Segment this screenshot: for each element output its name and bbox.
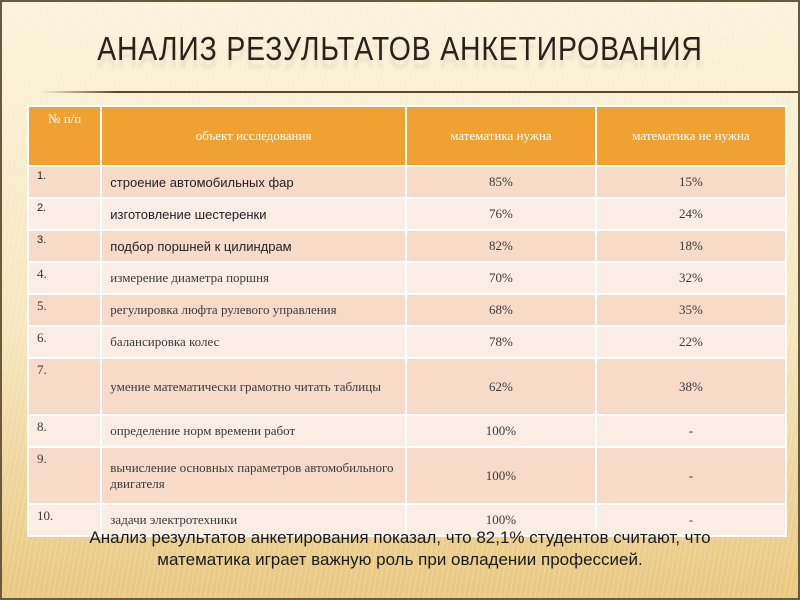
table-row: 9. вычисление основных параметров автомоб…: [26, 446, 788, 505]
row-number: 9.: [26, 446, 103, 505]
row-number: 2.: [26, 197, 103, 231]
row-number: 3.: [26, 229, 103, 263]
row-object: измерение диаметра поршня: [100, 261, 407, 295]
row-not-needed: 24%: [594, 197, 788, 231]
table-row: 4. измерение диаметра поршня 70% 32%: [26, 261, 788, 295]
row-not-needed: 22%: [594, 325, 788, 359]
row-object: определение норм времени работ: [100, 414, 407, 448]
row-not-needed: -: [594, 446, 788, 505]
row-object: умение математически грамотно читать таб…: [100, 357, 407, 416]
survey-results-table: № п/п объект исследования математика нуж…: [26, 105, 788, 537]
row-number: 8.: [26, 414, 103, 448]
row-not-needed: 18%: [594, 229, 788, 263]
row-needed: 85%: [404, 165, 597, 199]
table-row: 8. определение норм времени работ 100% -: [26, 414, 788, 448]
row-needed: 82%: [404, 229, 597, 263]
row-number: 10.: [26, 503, 103, 537]
row-object: изготовление шестеренки: [100, 197, 407, 231]
row-needed: 76%: [404, 197, 597, 231]
table-header-row: № п/п объект исследования математика нуж…: [26, 105, 788, 167]
table-row: 10. задачи электротехники 100% -: [26, 503, 788, 537]
table-row: 7. умение математически грамотно читать т…: [26, 357, 788, 416]
row-object: балансировка колес: [100, 325, 407, 359]
row-not-needed: 35%: [594, 293, 788, 327]
row-object: регулировка люфта рулевого управления: [100, 293, 407, 327]
row-object: строение автомобильных фар: [100, 165, 407, 199]
row-needed: 68%: [404, 293, 597, 327]
row-needed: 100%: [404, 446, 597, 505]
table-row: 6. балансировка колес 78% 22%: [26, 325, 788, 359]
row-object: задачи электротехники: [100, 503, 407, 537]
row-not-needed: -: [594, 414, 788, 448]
row-needed: 100%: [404, 503, 597, 537]
row-object: подбор поршней к цилиндрам: [100, 229, 407, 263]
header-object: объект исследования: [100, 105, 407, 167]
row-number: 5.: [26, 293, 103, 327]
table-row: 1. строение автомобильных фар 85% 15%: [26, 165, 788, 199]
table-row: 5. регулировка люфта рулевого управления 6…: [26, 293, 788, 327]
header-number: № п/п: [26, 105, 103, 167]
row-needed: 70%: [404, 261, 597, 295]
row-not-needed: -: [594, 503, 788, 537]
row-number: 7.: [26, 357, 103, 416]
row-needed: 100%: [404, 414, 597, 448]
row-needed: 62%: [404, 357, 597, 416]
row-number: 4.: [26, 261, 103, 295]
row-not-needed: 38%: [594, 357, 788, 416]
row-number: 1.: [26, 165, 103, 199]
row-number: 6.: [26, 325, 103, 359]
row-not-needed: 32%: [594, 261, 788, 295]
summary-text: Анализ результатов анкетирования показал…: [89, 528, 711, 569]
table-row: 2. изготовление шестеренки 76% 24%: [26, 197, 788, 231]
row-needed: 78%: [404, 325, 597, 359]
slide-title: АНАЛИЗ РЕЗУЛЬТАТОВ АНКЕТИРОВАНИЯ: [97, 30, 703, 67]
row-not-needed: 15%: [594, 165, 788, 199]
table-row: 3. подбор поршней к цилиндрам 82% 18%: [26, 229, 788, 263]
row-object: вычисление основных параметров автомобил…: [100, 446, 407, 505]
title-divider: [40, 91, 800, 93]
header-needed: математика нужна: [404, 105, 597, 167]
header-not-needed: математика не нужна: [594, 105, 788, 167]
